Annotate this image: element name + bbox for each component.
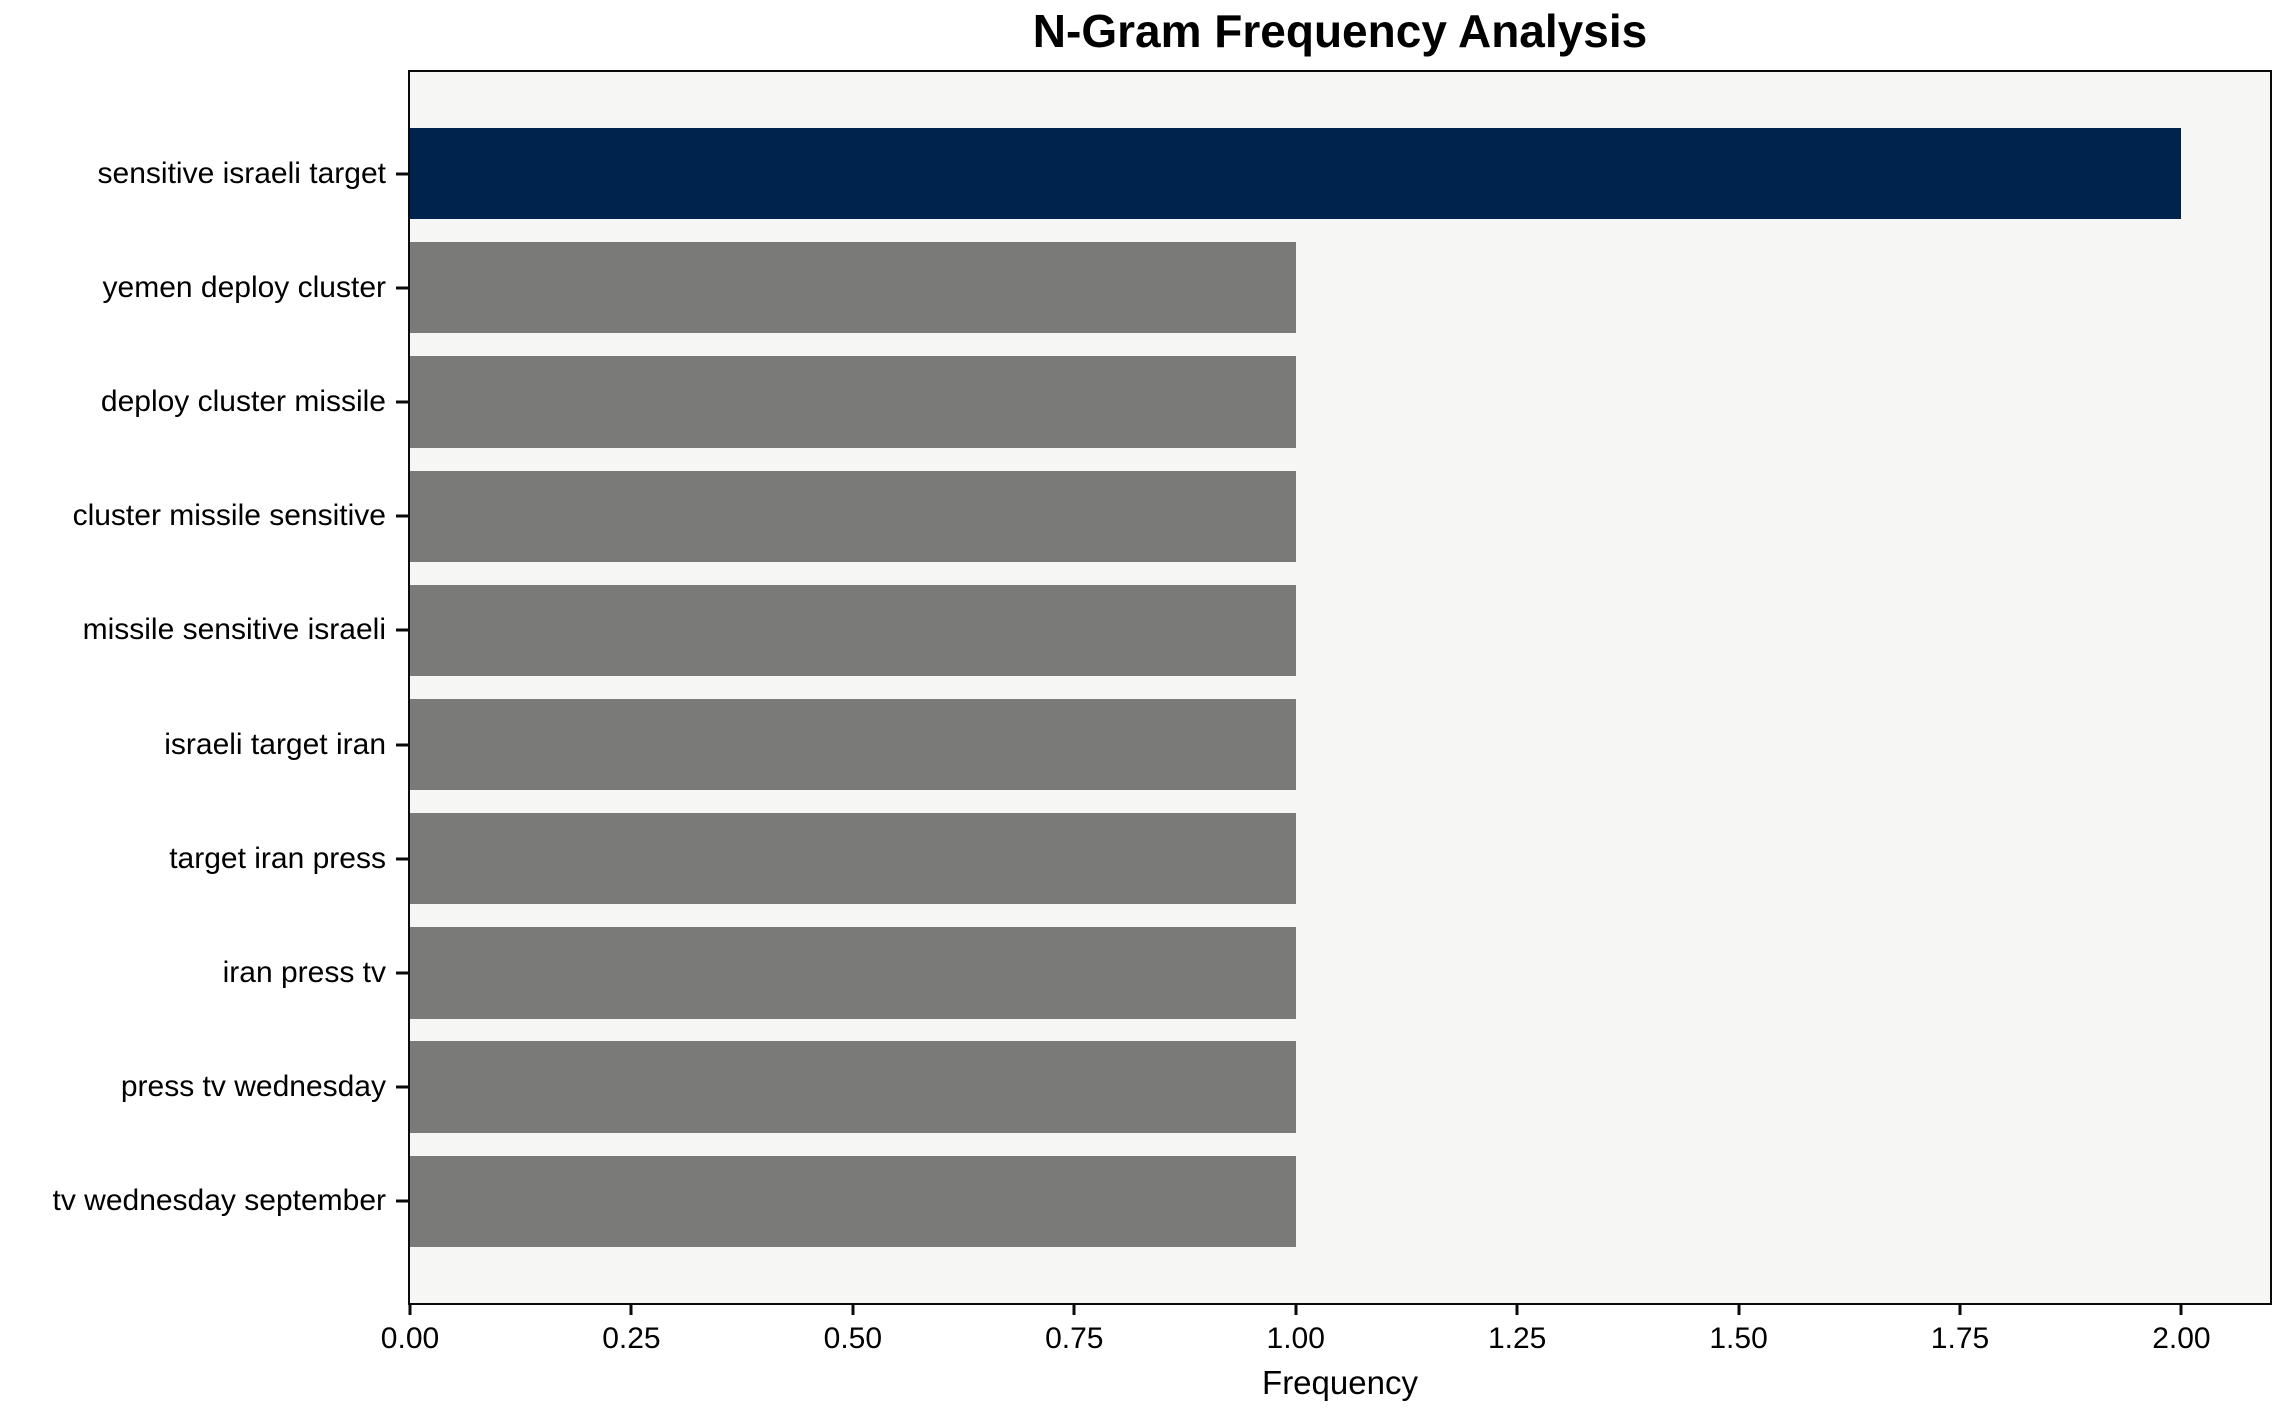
bar bbox=[410, 927, 1296, 1019]
y-tick-label: press tv wednesday bbox=[120, 1070, 386, 1104]
y-tick-mark bbox=[396, 400, 408, 404]
x-tick-label: 1.25 bbox=[1487, 1322, 1547, 1355]
chart-title: N-Gram Frequency Analysis bbox=[1032, 5, 1648, 57]
y-tick-label: missile sensitive israeli bbox=[82, 613, 386, 647]
bar bbox=[410, 242, 1296, 334]
bar bbox=[410, 1041, 1296, 1133]
y-tick-label: iran press tv bbox=[222, 955, 386, 989]
bar bbox=[410, 584, 1296, 677]
bar bbox=[410, 470, 1296, 562]
x-tick-label: 1.75 bbox=[1930, 1322, 1990, 1355]
bar bbox=[410, 127, 2182, 220]
bar bbox=[410, 813, 1296, 905]
x-axis-label: Frequency bbox=[1262, 1364, 1418, 1401]
bar bbox=[410, 356, 1296, 448]
y-tick-label: deploy cluster missile bbox=[100, 385, 386, 419]
y-tick-label: yemen deploy cluster bbox=[102, 270, 386, 304]
y-tick-mark bbox=[396, 286, 408, 290]
x-tick-mark bbox=[629, 1303, 633, 1315]
x-tick-label: 0.50 bbox=[823, 1322, 883, 1355]
y-tick-label: target iran press bbox=[169, 841, 386, 875]
y-tick-mark bbox=[396, 743, 408, 747]
x-tick-mark bbox=[1737, 1303, 1741, 1315]
y-tick-mark bbox=[396, 857, 408, 861]
x-tick-mark bbox=[851, 1303, 855, 1315]
x-tick-label: 2.00 bbox=[2152, 1322, 2211, 1355]
y-tick-mark bbox=[396, 1085, 408, 1089]
bar bbox=[410, 698, 1296, 791]
y-tick-mark bbox=[396, 514, 408, 518]
y-tick-mark bbox=[396, 628, 408, 632]
x-tick-label: 0.75 bbox=[1045, 1322, 1104, 1355]
x-tick-mark bbox=[1515, 1303, 1519, 1315]
y-tick-label: tv wednesday september bbox=[52, 1184, 386, 1218]
x-tick-mark bbox=[2179, 1303, 2183, 1315]
x-tick-label: 1.50 bbox=[1709, 1322, 1768, 1355]
y-tick-label: israeli target iran bbox=[164, 727, 386, 761]
y-tick-mark bbox=[396, 172, 408, 176]
x-tick-mark bbox=[1958, 1303, 1962, 1315]
x-tick-label: 0.25 bbox=[602, 1322, 661, 1355]
y-tick-label: sensitive israeli target bbox=[97, 156, 386, 190]
y-tick-mark bbox=[396, 1199, 408, 1203]
bar bbox=[410, 1155, 1296, 1248]
y-tick-mark bbox=[396, 971, 408, 975]
x-tick-mark bbox=[1294, 1303, 1298, 1315]
y-tick-label: cluster missile sensitive bbox=[72, 499, 386, 533]
x-tick-label: 0.00 bbox=[380, 1322, 440, 1355]
x-tick-label: 1.00 bbox=[1266, 1322, 1325, 1355]
x-tick-mark bbox=[408, 1303, 412, 1315]
x-tick-mark bbox=[1072, 1303, 1076, 1315]
